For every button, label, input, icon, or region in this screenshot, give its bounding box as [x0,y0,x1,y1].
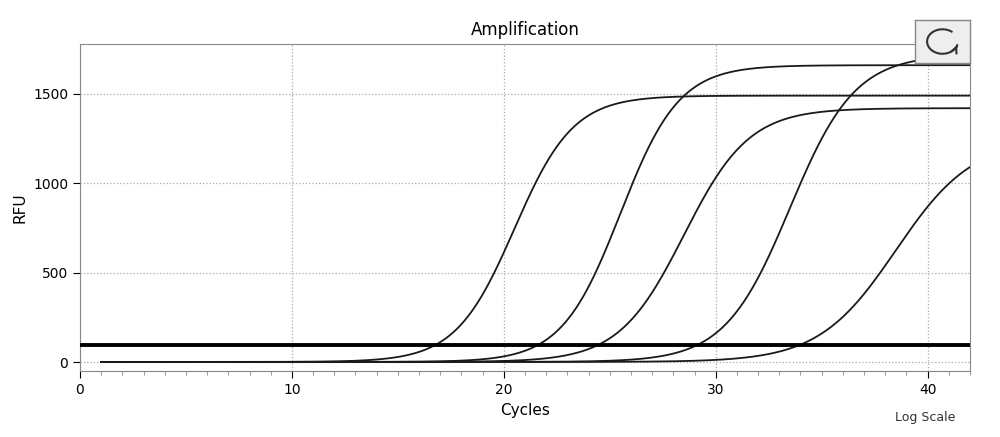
Y-axis label: RFU: RFU [13,192,28,223]
Text: Log Scale: Log Scale [895,411,955,424]
Title: Amplification: Amplification [471,21,579,39]
X-axis label: Cycles: Cycles [500,403,550,418]
